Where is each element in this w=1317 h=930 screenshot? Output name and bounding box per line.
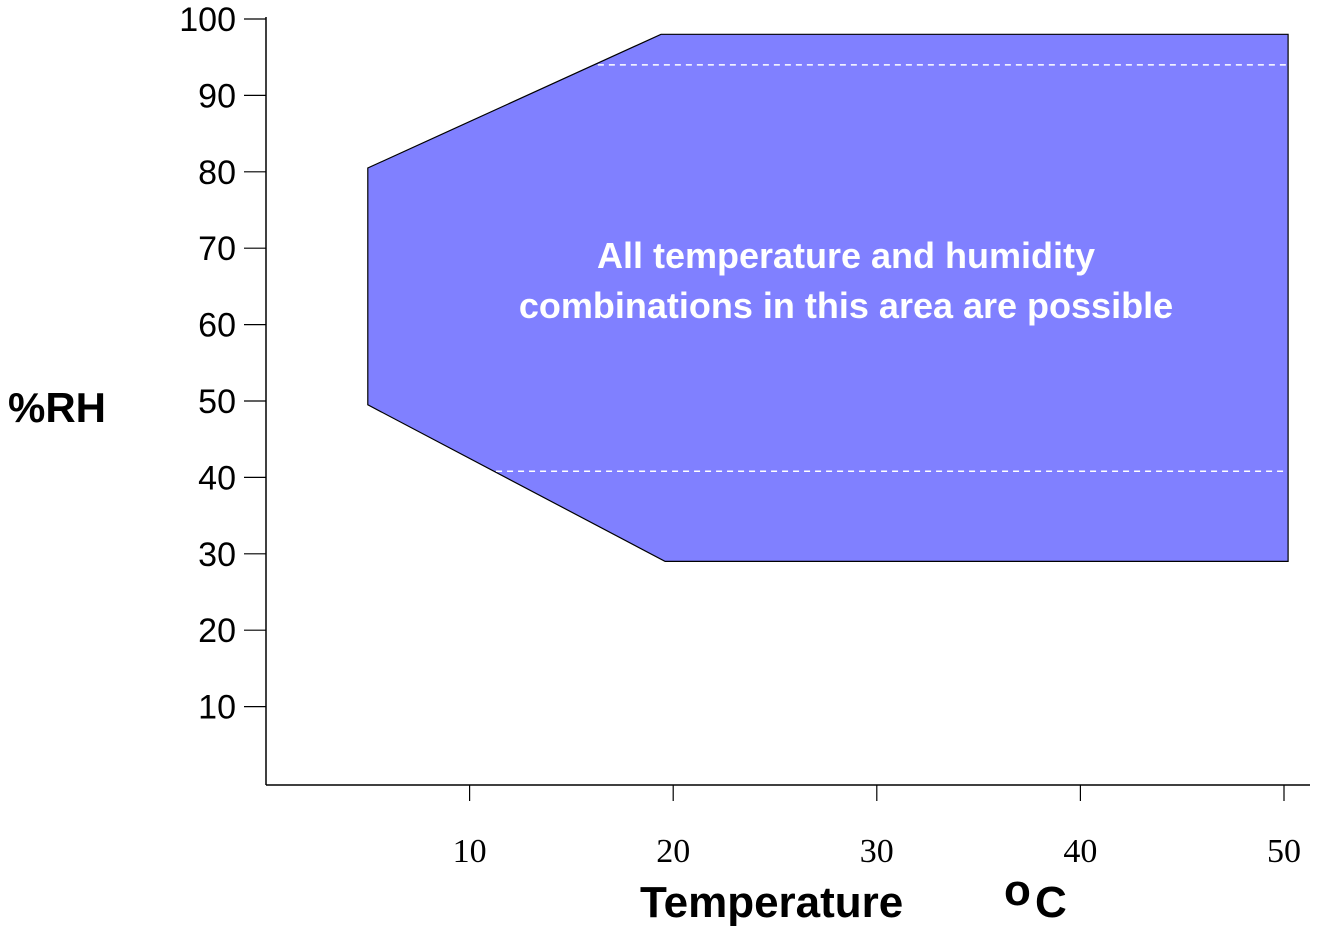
x-tick-label: 40 (1063, 833, 1097, 870)
y-tick-label: 70 (198, 230, 236, 268)
x-tick-label: 10 (453, 833, 487, 870)
y-tick-label: 90 (198, 77, 236, 115)
annotation-line: combinations in this area are possible (519, 285, 1173, 326)
y-tick-label: 20 (198, 612, 236, 650)
x-axis-label: Temperature (640, 878, 903, 927)
x-tick-label: 50 (1267, 833, 1301, 870)
y-tick-label: 40 (198, 459, 236, 497)
y-tick-label: 30 (198, 536, 236, 574)
y-tick-label: 80 (198, 154, 236, 192)
annotation: All temperature and humidity combinations… (519, 235, 1173, 326)
ticks: 10 20 30 40 50 60 70 80 90 100 10 20 30 40 50 (179, 1, 1301, 870)
degree-symbol: o (1004, 866, 1031, 915)
possible-region (367, 33, 1289, 563)
x-tick-label: 20 (656, 833, 690, 870)
x-tick-label: 30 (860, 833, 894, 870)
y-tick-label: 10 (198, 689, 236, 727)
y-axis-label: %RH (8, 384, 106, 431)
x-axis-unit: C (1035, 878, 1067, 927)
annotation-line: All temperature and humidity (597, 235, 1095, 276)
y-tick-label: 100 (179, 1, 236, 39)
y-tick-label: 60 (198, 307, 236, 345)
region-layer (367, 33, 1289, 563)
y-tick-label: 50 (198, 383, 236, 421)
